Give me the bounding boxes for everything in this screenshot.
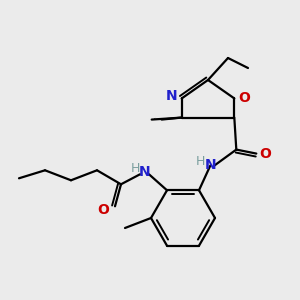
Text: N: N bbox=[205, 158, 216, 172]
Text: H: H bbox=[196, 155, 205, 168]
Text: H: H bbox=[130, 162, 140, 175]
Text: O: O bbox=[238, 92, 250, 105]
Text: O: O bbox=[259, 147, 271, 160]
Text: methyl: methyl bbox=[154, 117, 159, 119]
Text: O: O bbox=[97, 203, 109, 217]
Text: N: N bbox=[166, 89, 178, 103]
Text: N: N bbox=[139, 165, 151, 179]
